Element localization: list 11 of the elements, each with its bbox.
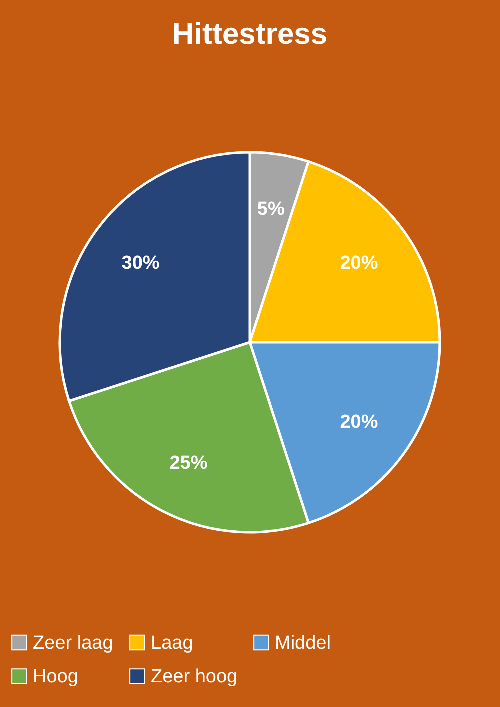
- legend-label: Hoog: [33, 666, 78, 688]
- data-label: 25%: [170, 452, 208, 474]
- data-label: 5%: [257, 199, 285, 220]
- legend-label: Middel: [275, 632, 331, 654]
- data-label: 20%: [340, 253, 378, 274]
- legend-label: Zeer hoog: [151, 666, 238, 688]
- chart-title: Hittestress: [172, 18, 328, 51]
- data-label: 20%: [340, 412, 378, 433]
- legend-label: Laag: [151, 632, 194, 654]
- data-label: 30%: [122, 253, 160, 274]
- legend-label: Zeer laag: [33, 632, 114, 654]
